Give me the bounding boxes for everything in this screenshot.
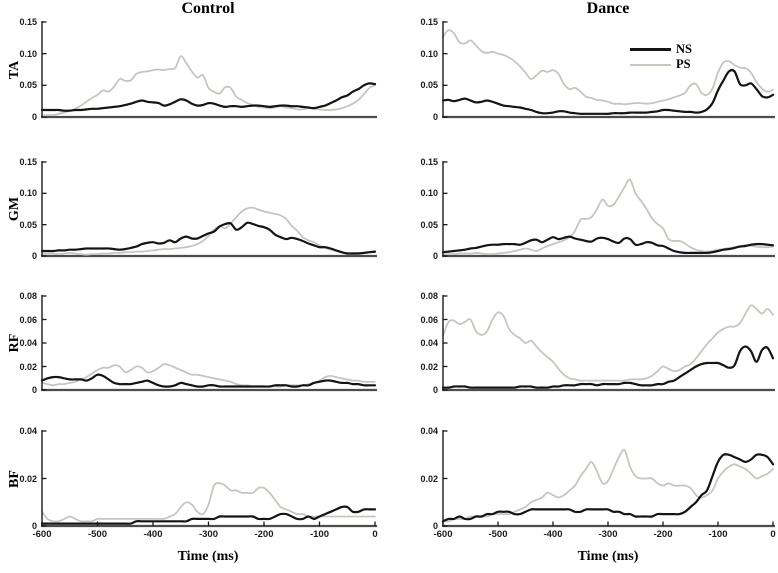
y-tick-label: 0.15 (420, 17, 438, 27)
y-tick-label: 0 (31, 385, 37, 395)
bf-control-ps-curve (41, 482, 376, 523)
y-tick-label: 0.05 (420, 219, 438, 230)
x-tick-label: -300 (198, 529, 218, 540)
y-tick-label: 0 (432, 112, 438, 122)
y-tick-label: 0.05 (420, 80, 438, 91)
gm-control-ns-curve (40, 221, 377, 255)
rf-dance-ns-curve (441, 345, 775, 389)
x-tick-label: -600 (433, 529, 453, 540)
x-tick-label: -300 (598, 529, 618, 540)
gm-dance-ns-curve (441, 235, 775, 255)
x-tick-label: -500 (488, 529, 508, 540)
bf-dance-ns-curve (441, 453, 775, 523)
y-tick-label: 0 (31, 521, 37, 531)
column-title-control: Control (181, 0, 235, 17)
y-tick-label: 0.10 (420, 48, 438, 59)
y-tick-label: 0 (432, 251, 438, 261)
x-tick-label: -100 (708, 529, 728, 540)
y-tick-label: 0.10 (19, 188, 37, 199)
y-tick-label: 0 (31, 112, 37, 122)
y-tick-label: 0.04 (420, 338, 438, 348)
y-tick-label: 0.04 (420, 426, 438, 436)
x-tick-label: 0 (372, 529, 378, 540)
y-tick-label: 0.04 (19, 338, 37, 348)
y-tick-label: 0.15 (19, 17, 37, 27)
x-tick-label: -500 (87, 529, 107, 540)
y-tick-label: 0.05 (19, 80, 37, 91)
x-tick-label: -200 (254, 529, 274, 540)
y-tick-label: 0.05 (19, 219, 37, 230)
y-tick-label: 0.02 (19, 473, 37, 484)
ta-control-ps-curve (41, 55, 376, 117)
x-axis-title: Time (ms) (177, 549, 239, 564)
y-tick-label: 0.08 (19, 291, 37, 301)
y-tick-label: 0.08 (420, 291, 438, 301)
y-tick-label: 0.10 (420, 188, 438, 199)
y-tick-label: 0 (432, 385, 438, 395)
legend-label: PS (676, 57, 691, 71)
gm-control-ps-curve (41, 206, 376, 256)
legend: NS PS (630, 42, 692, 71)
x-axis-title: Time (ms) (577, 549, 639, 564)
gm-dance-ps-curve (442, 178, 774, 256)
ta-dance-ns-curve (441, 68, 775, 115)
x-tick-label: -100 (309, 529, 329, 540)
legend-entry-ns: NS (630, 42, 692, 56)
y-tick-label: 0.02 (420, 361, 438, 372)
rf-control-ps-curve (41, 363, 376, 388)
y-tick-label: 0.02 (420, 473, 438, 484)
x-tick-label: -600 (32, 529, 52, 540)
x-tick-label: -200 (653, 529, 673, 540)
column-title-dance: Dance (586, 0, 630, 17)
y-tick-label: 0 (31, 251, 37, 261)
y-tick-label: 0.15 (19, 157, 37, 167)
rf-dance-ps-curve (442, 304, 774, 382)
y-tick-label: 0.06 (420, 314, 438, 325)
ta-dance-ps-curve (442, 29, 774, 106)
legend-line-sample-ps (630, 63, 671, 66)
x-tick-label: -400 (543, 529, 563, 540)
x-tick-label: -400 (143, 529, 163, 540)
bf-dance-ps-curve (442, 448, 774, 523)
ta-control-ns-curve (40, 82, 377, 112)
y-tick-label: 0.10 (19, 48, 37, 59)
y-tick-label: 0.02 (19, 361, 37, 372)
y-tick-label: 0.04 (19, 426, 37, 436)
x-tick-label: 0 (770, 529, 776, 540)
y-tick-label: 0.06 (19, 314, 37, 325)
legend-label: NS (676, 42, 692, 56)
y-tick-label: 0 (432, 521, 438, 531)
legend-entry-ps: PS (630, 57, 692, 71)
rf-control-ns-curve (40, 373, 377, 388)
legend-line-sample-ns (630, 48, 671, 51)
y-tick-label: 0.15 (420, 157, 438, 167)
